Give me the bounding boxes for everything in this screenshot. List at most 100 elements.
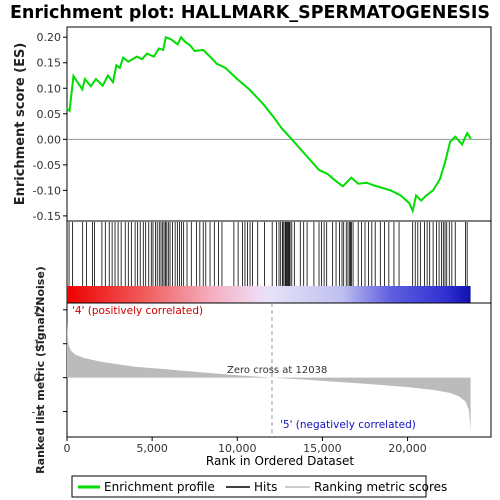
enrichment-point: [170, 38, 172, 41]
enrichment-point: [262, 102, 264, 105]
legend: Enrichment profile Hits Ranking metric s…: [71, 475, 447, 498]
metric-y-tick-label: 1: [34, 338, 41, 351]
enrichment-point: [118, 67, 121, 69]
enrichment-profile-points: [66, 36, 472, 212]
es-y-tick-label: 0.00: [37, 133, 62, 146]
enrichment-point: [415, 194, 417, 197]
enrichment-point: [176, 43, 179, 46]
enrichment-point: [469, 137, 472, 140]
metric-y-tick-label: 2: [34, 304, 41, 317]
enrichment-point: [183, 40, 186, 43]
enrichment-point: [411, 209, 414, 212]
enrichment-point: [272, 115, 274, 118]
enrichment-point: [66, 107, 68, 110]
enrichment-point: [101, 84, 104, 87]
x-tick-label: 5,000: [136, 442, 168, 455]
enrichment-point: [188, 44, 191, 46]
enrichment-point: [180, 36, 182, 39]
enrichment-point: [153, 55, 155, 58]
x-tick-label: 10,000: [218, 442, 257, 455]
enrichment-score-panel: 0.20 0.15 0.10 0.05 0.00 -0.05 -0.10 -0.15 Enri…: [13, 26, 492, 223]
enrichment-point: [280, 127, 283, 129]
enrichment-point: [68, 109, 71, 112]
enrichment-point: [164, 36, 167, 39]
enrichment-point: [439, 178, 441, 180]
enrichment-point: [432, 189, 434, 192]
enrichment-point: [454, 135, 457, 138]
legend-label-hits: Hits: [254, 480, 277, 494]
metric-x-ticks: 0 5,000 10,000 15,000 20,000: [64, 437, 427, 455]
enrichment-point: [107, 74, 109, 77]
enrichment-point: [420, 199, 422, 202]
enrichment-point: [449, 141, 451, 143]
enrichment-point: [115, 64, 118, 67]
enrichment-point: [236, 78, 239, 80]
negative-correlation-label: '5' (negatively correlated): [280, 419, 416, 431]
ranked-metric-panel: 2 1 0 -1 0 5,000 10,000 15,000 20,000 '4' (posi…: [32, 266, 492, 474]
chart-title: Enrichment plot: HALLMARK_SPERMATOGENESI…: [10, 3, 490, 23]
enrichment-point: [90, 85, 92, 88]
metric-y-ticks: 2 1 0 -1: [32, 304, 67, 419]
enrichment-point: [342, 185, 344, 188]
es-y-tick-label: 0.10: [37, 82, 62, 95]
legend-label-enrichment: Enrichment profile: [104, 480, 215, 494]
enrichment-point: [112, 81, 114, 83]
enrichment-point: [290, 138, 293, 141]
es-y-tick-label: -0.15: [33, 210, 61, 223]
enrichment-point: [408, 202, 411, 204]
enrichment-point: [350, 176, 353, 179]
enrichment-point: [162, 49, 165, 51]
enrichment-point: [141, 58, 143, 60]
es-y-tick-label: 0.20: [37, 31, 62, 44]
x-tick-label: 15,000: [303, 442, 342, 455]
ranking-color-bar: [67, 286, 471, 303]
enrichment-point: [248, 88, 251, 91]
enrichment-point: [372, 184, 375, 187]
positive-correlation-label: '4' (positively correlated): [72, 305, 203, 317]
enrichment-point: [318, 169, 320, 171]
ranking-metric-area: [67, 319, 471, 431]
zero-cross-label: Zero cross at 12038: [227, 365, 327, 376]
x-tick-label: 20,000: [388, 442, 427, 455]
es-y-tick-label: 0.15: [37, 57, 62, 70]
enrichment-point: [193, 50, 196, 52]
enrichment-point: [381, 187, 383, 189]
enrichment-point: [365, 181, 368, 184]
enrichment-point: [146, 52, 148, 55]
es-y-tick-label: -0.05: [33, 159, 61, 172]
x-tick-label: 0: [64, 442, 71, 455]
enrichment-point: [335, 180, 337, 182]
enrichment-point: [209, 55, 211, 58]
enrichment-point: [72, 75, 75, 77]
enrichment-point: [158, 47, 160, 50]
enrichment-point: [326, 173, 329, 175]
enrichment-point: [389, 189, 392, 192]
enrichment-point: [127, 60, 130, 63]
enrichment-point: [399, 194, 402, 197]
es-y-tick-label: -0.10: [33, 184, 61, 197]
es-y-tick-label: 0.05: [37, 108, 62, 121]
enrichment-point: [466, 132, 468, 134]
enrichment-point: [216, 62, 218, 65]
enrichment-point: [224, 67, 227, 69]
enrichment-point: [357, 182, 359, 185]
es-y-axis-label: Enrichment score (ES): [13, 43, 28, 206]
enrichment-point: [81, 88, 84, 91]
x-axis-label: Rank in Ordered Dataset: [206, 454, 354, 468]
enrichment-point: [95, 78, 97, 80]
enrichment-point: [202, 49, 205, 51]
metric-y-tick-label: -1: [32, 406, 43, 419]
enrichment-point: [304, 153, 307, 156]
metric-y-axis-label: Ranked list metric (Signal2Noise): [34, 266, 47, 474]
es-y-ticks: 0.20 0.15 0.10 0.05 0.00 -0.05 -0.10 -0.15: [33, 31, 67, 223]
enrichment-point: [84, 78, 86, 80]
enrichment-point: [444, 161, 446, 164]
enrichment-point: [425, 194, 428, 197]
hit-lines: [68, 222, 468, 286]
enrichment-point: [136, 55, 138, 58]
metric-y-tick-label: 0: [34, 372, 41, 385]
hits-panel: [66, 220, 492, 304]
enrichment-point: [122, 56, 124, 59]
enrichment-point: [461, 143, 463, 146]
